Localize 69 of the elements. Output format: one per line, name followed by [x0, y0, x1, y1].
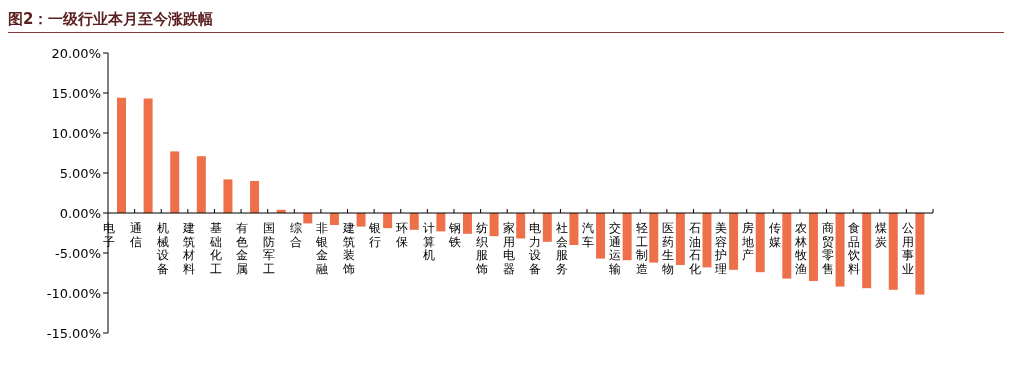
bar: [329, 213, 339, 225]
y-tick-label: -5.00%: [55, 245, 101, 261]
bar: [755, 213, 765, 273]
chart-title: 图2：一级行业本月至今涨跌幅: [8, 10, 1004, 33]
bar: [436, 213, 446, 232]
bar: [862, 213, 872, 289]
bar: [888, 213, 898, 290]
x-tick-label: 食品饮料: [847, 221, 861, 276]
x-tick-label: 房地产: [741, 221, 755, 262]
bar: [196, 156, 206, 213]
bar: [356, 213, 366, 227]
x-tick-label: 交通运输: [608, 221, 621, 276]
bar: [542, 213, 552, 242]
y-tick-label: 0.00%: [59, 205, 101, 221]
x-tick-label: 农林牧渔: [794, 221, 808, 276]
bar: [569, 213, 579, 245]
x-tick-label: 建筑材料: [182, 221, 196, 276]
bar: [622, 213, 632, 261]
y-tick-label: -10.00%: [46, 285, 101, 301]
bar: [782, 213, 792, 279]
x-tick-label: 计算机: [422, 221, 435, 262]
x-tick-label: 煤炭: [875, 221, 888, 249]
x-tick-label: 国防军工: [262, 221, 275, 276]
bar: [462, 213, 472, 234]
x-tick-label: 基础化工: [208, 221, 222, 276]
x-tick-label: 非银金融: [315, 221, 329, 276]
x-tick-label: 银行: [368, 221, 382, 249]
bar: [489, 213, 499, 237]
x-tick-label: 传媒: [768, 221, 781, 249]
y-tick-label: 10.00%: [51, 125, 101, 141]
bar: [702, 213, 712, 268]
x-tick-label: 电力设备: [529, 221, 542, 276]
bar: [250, 181, 260, 213]
y-tick-label: 15.00%: [51, 85, 101, 101]
x-tick-label: 商贸零售: [821, 221, 834, 276]
x-tick-label: 社会服务: [555, 221, 568, 276]
x-tick-label: 环保: [396, 221, 409, 249]
bar: [143, 98, 153, 213]
bar: [223, 179, 233, 213]
x-tick-label: 有色金属: [236, 221, 249, 276]
bar: [516, 213, 526, 239]
x-tick-label: 美容护理: [714, 221, 728, 276]
x-tick-label: 公用事业: [901, 221, 914, 276]
x-tick-label: 机械设备: [156, 221, 169, 276]
bar: [409, 213, 419, 230]
y-tick-label: -15.00%: [46, 325, 101, 341]
x-tick-label: 轻工制造: [635, 221, 648, 276]
bar: [649, 213, 659, 263]
x-tick-label: 医药生物: [662, 221, 675, 276]
x-tick-label: 纺织服饰: [474, 221, 488, 276]
x-tick-label: 电子: [103, 221, 116, 249]
x-tick-label: 综合: [289, 221, 302, 249]
x-tick-label: 钢铁: [448, 221, 462, 249]
y-tick-label: 5.00%: [59, 165, 101, 181]
bar: [117, 97, 126, 213]
bar: [835, 213, 845, 287]
bar: [596, 213, 606, 259]
bar: [383, 213, 393, 229]
bar: [808, 213, 818, 281]
bar: [915, 213, 925, 295]
x-tick-label: 家用电器: [502, 221, 515, 276]
bar: [729, 213, 739, 270]
y-tick-label: 20.00%: [51, 45, 101, 61]
bar: [170, 151, 180, 213]
x-tick-label: 汽车: [582, 221, 595, 249]
x-tick-label: 石油石化: [688, 221, 701, 276]
x-tick-label: 建筑装饰: [341, 221, 355, 276]
x-tick-label: 通信: [129, 221, 142, 249]
bar: [675, 213, 685, 265]
